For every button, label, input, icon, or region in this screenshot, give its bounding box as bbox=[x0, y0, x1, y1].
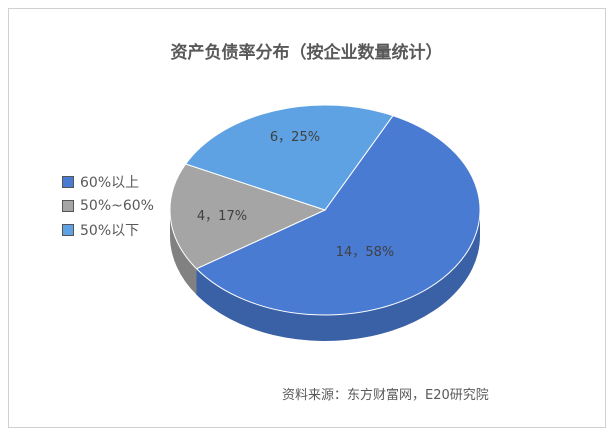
legend-label: 50%~60% bbox=[80, 198, 154, 214]
data-label: 14，58% bbox=[336, 245, 394, 260]
legend-label: 60%以上 bbox=[80, 175, 140, 191]
legend-swatch bbox=[62, 200, 74, 212]
pie-slice-1[interactable] bbox=[169, 163, 327, 270]
chart-title: 资产负债率分布（按企业数量统计） bbox=[170, 43, 443, 63]
source-note: 资料来源：东方财富网，E20研究院 bbox=[282, 388, 489, 403]
pie-slice-2[interactable] bbox=[184, 104, 394, 211]
legend-label: 50%以下 bbox=[80, 223, 140, 239]
legend-item: 50%~60% bbox=[62, 194, 154, 218]
legend-swatch bbox=[62, 176, 74, 188]
legend-item: 50%以下 bbox=[62, 218, 154, 242]
legend-item: 60%以上 bbox=[62, 170, 154, 194]
pie-side-0 bbox=[196, 210, 480, 341]
pie-side-1 bbox=[170, 210, 197, 295]
data-label: 6，25% bbox=[270, 130, 320, 145]
pie-slice-0[interactable] bbox=[195, 115, 481, 316]
legend-swatch bbox=[62, 224, 74, 236]
legend: 60%以上 50%~60% 50%以下 bbox=[62, 170, 154, 242]
data-label: 4，17% bbox=[197, 209, 247, 224]
